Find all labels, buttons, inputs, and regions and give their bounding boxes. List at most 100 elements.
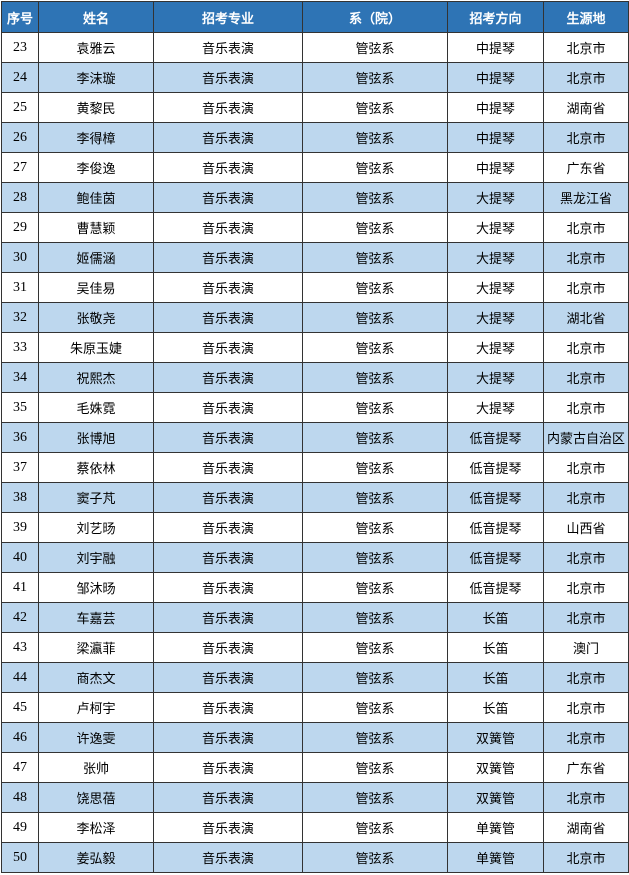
table-cell: 刘艺旸: [38, 512, 154, 543]
table-cell: 李得樟: [38, 122, 154, 153]
table-cell: 北京市: [543, 842, 629, 873]
table-cell: 音乐表演: [153, 542, 303, 573]
table-cell: 管弦系: [302, 752, 448, 783]
table-cell: 中提琴: [447, 152, 544, 183]
table-cell: 张博旭: [38, 422, 154, 453]
table-cell: 音乐表演: [153, 182, 303, 213]
table-cell: 管弦系: [302, 92, 448, 123]
table-cell: 音乐表演: [153, 602, 303, 633]
table-cell: 音乐表演: [153, 92, 303, 123]
table-cell: 湖南省: [543, 92, 629, 123]
table-cell: 管弦系: [302, 182, 448, 213]
table-cell: 33: [1, 332, 39, 363]
table-row: 35 毛姝霓 音乐表演 管弦系 大提琴 北京市: [1, 392, 629, 423]
table-cell: 广东省: [543, 152, 629, 183]
table-row: 27 李俊逸 音乐表演 管弦系 中提琴 广东省: [1, 152, 629, 183]
table-row: 23 袁雅云 音乐表演 管弦系 中提琴 北京市: [1, 32, 629, 63]
table-row: 32 张敬尧 音乐表演 管弦系 大提琴 湖北省: [1, 302, 629, 333]
table-cell: 管弦系: [302, 332, 448, 363]
table-cell: 车嘉芸: [38, 602, 154, 633]
table-row: 37 蔡依林 音乐表演 管弦系 低音提琴 北京市: [1, 452, 629, 483]
table-row: 29 曹慧颖 音乐表演 管弦系 大提琴 北京市: [1, 212, 629, 243]
table-cell: 46: [1, 722, 39, 753]
table-cell: 管弦系: [302, 572, 448, 603]
table-cell: 音乐表演: [153, 512, 303, 543]
table-cell: 音乐表演: [153, 62, 303, 93]
table-cell: 北京市: [543, 272, 629, 303]
table-cell: 管弦系: [302, 692, 448, 723]
table-cell: 张帅: [38, 752, 154, 783]
table-cell: 30: [1, 242, 39, 273]
table-row: 33 朱原玉婕 音乐表演 管弦系 大提琴 北京市: [1, 332, 629, 363]
table-cell: 低音提琴: [447, 422, 544, 453]
table-cell: 广东省: [543, 752, 629, 783]
table-cell: 刘宇融: [38, 542, 154, 573]
table-cell: 47: [1, 752, 39, 783]
table-row: 48 饶思蓓 音乐表演 管弦系 双簧管 北京市: [1, 782, 629, 813]
table-row: 41 邹沐旸 音乐表演 管弦系 低音提琴 北京市: [1, 572, 629, 603]
table-cell: 大提琴: [447, 212, 544, 243]
header-cell: 生源地: [543, 1, 629, 33]
table-cell: 北京市: [543, 452, 629, 483]
table-cell: 北京市: [543, 572, 629, 603]
table-cell: 42: [1, 602, 39, 633]
table-cell: 管弦系: [302, 632, 448, 663]
table-cell: 祝熙杰: [38, 362, 154, 393]
table-cell: 北京市: [543, 62, 629, 93]
table-cell: 49: [1, 812, 39, 843]
table-cell: 北京市: [543, 782, 629, 813]
table-cell: 48: [1, 782, 39, 813]
table-cell: 大提琴: [447, 332, 544, 363]
table-cell: 管弦系: [302, 452, 448, 483]
table-row: 31 吴佳易 音乐表演 管弦系 大提琴 北京市: [1, 272, 629, 303]
table-cell: 音乐表演: [153, 722, 303, 753]
table-cell: 双簧管: [447, 722, 544, 753]
table-cell: 长笛: [447, 692, 544, 723]
table-cell: 管弦系: [302, 782, 448, 813]
table-cell: 管弦系: [302, 62, 448, 93]
table-cell: 大提琴: [447, 272, 544, 303]
table-cell: 澳门: [543, 632, 629, 663]
table-cell: 39: [1, 512, 39, 543]
table-cell: 音乐表演: [153, 392, 303, 423]
table-row: 49 李松泽 音乐表演 管弦系 单簧管 湖南省: [1, 812, 629, 843]
table-cell: 单簧管: [447, 842, 544, 873]
table-cell: 管弦系: [302, 542, 448, 573]
table-cell: 北京市: [543, 392, 629, 423]
table-cell: 音乐表演: [153, 662, 303, 693]
table-row: 25 黄黎民 音乐表演 管弦系 中提琴 湖南省: [1, 92, 629, 123]
table-cell: 长笛: [447, 602, 544, 633]
table-cell: 内蒙古自治区: [543, 422, 629, 453]
table-cell: 中提琴: [447, 122, 544, 153]
table-cell: 管弦系: [302, 722, 448, 753]
table-cell: 曹慧颖: [38, 212, 154, 243]
table-cell: 山西省: [543, 512, 629, 543]
table-cell: 低音提琴: [447, 512, 544, 543]
table-cell: 低音提琴: [447, 452, 544, 483]
table-row: 47 张帅 音乐表演 管弦系 双簧管 广东省: [1, 752, 629, 783]
table-cell: 邹沐旸: [38, 572, 154, 603]
table-cell: 卢柯宇: [38, 692, 154, 723]
header-cell: 序号: [1, 1, 39, 33]
table-cell: 蔡依林: [38, 452, 154, 483]
table-row: 38 窦子芃 音乐表演 管弦系 低音提琴 北京市: [1, 482, 629, 513]
table-cell: 北京市: [543, 332, 629, 363]
table-cell: 25: [1, 92, 39, 123]
table-cell: 36: [1, 422, 39, 453]
table-row: 42 车嘉芸 音乐表演 管弦系 长笛 北京市: [1, 602, 629, 633]
table-cell: 大提琴: [447, 182, 544, 213]
table-cell: 管弦系: [302, 362, 448, 393]
table-cell: 李沫璇: [38, 62, 154, 93]
table-cell: 北京市: [543, 662, 629, 693]
table-cell: 低音提琴: [447, 482, 544, 513]
table-cell: 音乐表演: [153, 32, 303, 63]
table-cell: 朱原玉婕: [38, 332, 154, 363]
table-cell: 毛姝霓: [38, 392, 154, 423]
table-cell: 大提琴: [447, 302, 544, 333]
header-cell: 系（院）: [302, 1, 448, 33]
table-cell: 34: [1, 362, 39, 393]
table-cell: 长笛: [447, 662, 544, 693]
table-cell: 音乐表演: [153, 422, 303, 453]
table-cell: 32: [1, 302, 39, 333]
